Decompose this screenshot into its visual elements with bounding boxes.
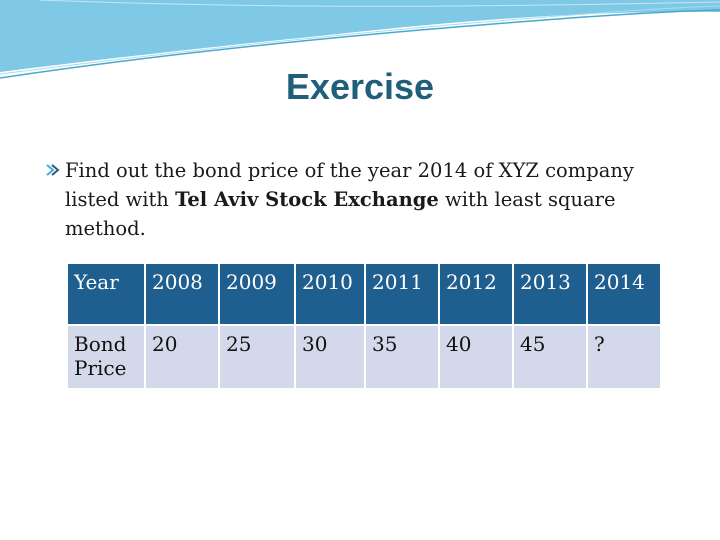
table-cell: 20: [146, 326, 218, 388]
bullet-arrow-icon: [46, 164, 60, 176]
bullet-text: Find out the bond price of the year 2014…: [65, 156, 674, 243]
table-row: Bond Price 20 25 30 35 40 45 ?: [68, 326, 660, 388]
header-wave-banner: [0, 0, 720, 79]
table-cell: Bond Price: [68, 326, 144, 388]
table-header-row: Year 2008 2009 2010 2011 2012 2013 2014: [68, 264, 660, 324]
table-cell: 45: [514, 326, 586, 388]
header-cell: 2014: [588, 264, 660, 324]
bullet-text-bold: Tel Aviv Stock Exchange: [175, 188, 439, 211]
bond-price-table: Year 2008 2009 2010 2011 2012 2013 2014 …: [66, 262, 662, 390]
table-cell: 30: [296, 326, 364, 388]
bullet-item: Find out the bond price of the year 2014…: [44, 156, 674, 243]
header-cell: Year: [68, 264, 144, 324]
bullet-text-end: with least square method.: [65, 188, 616, 240]
table-cell: 40: [440, 326, 512, 388]
slide-title: Exercise: [285, 66, 435, 107]
header-cell: 2012: [440, 264, 512, 324]
table-cell: 25: [220, 326, 294, 388]
header-cell: 2013: [514, 264, 586, 324]
header-cell: 2010: [296, 264, 364, 324]
header-cell: 2009: [220, 264, 294, 324]
header-cell: 2008: [146, 264, 218, 324]
table-cell: ?: [588, 326, 660, 388]
bullet-text-start: Find out the bond price of the year 2014…: [65, 159, 634, 211]
header-cell: 2011: [366, 264, 438, 324]
table-cell: 35: [366, 326, 438, 388]
